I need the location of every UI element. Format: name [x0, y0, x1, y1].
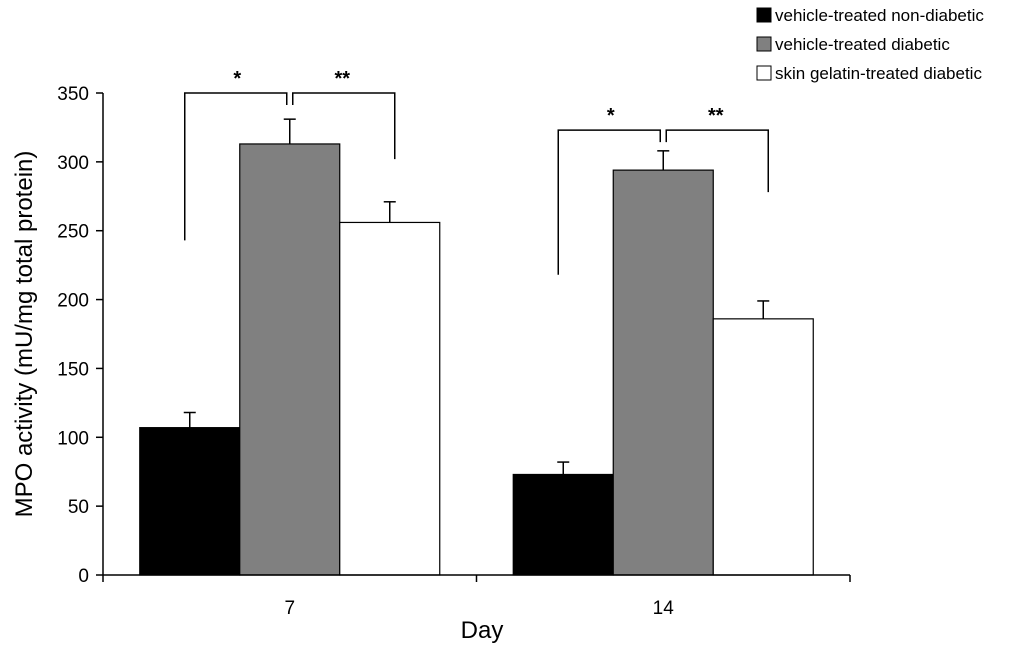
- legend-label: skin gelatin-treated diabetic: [775, 64, 982, 83]
- y-tick-label: 0: [78, 566, 89, 587]
- bar-3-day-7: [339, 221, 441, 576]
- significance-star-right: **: [708, 105, 724, 127]
- legend-swatch: [756, 65, 772, 81]
- significance-bracket-right: [292, 92, 396, 160]
- bar-1-day-14: [512, 473, 614, 576]
- significance-bracket-right: [665, 129, 769, 193]
- y-tick-label: 250: [57, 222, 89, 243]
- x-tick-label: 7: [284, 598, 295, 619]
- y-tick-label: 50: [68, 497, 89, 518]
- x-ticks: 7 14: [102, 575, 851, 619]
- significance-star-left: *: [233, 68, 241, 90]
- y-axis-title: MPO activity (mU/mg total protein): [11, 151, 38, 518]
- significance-star-right: **: [334, 68, 350, 90]
- legend-label: vehicle-treated non-diabetic: [775, 6, 984, 25]
- bar-2-day-7: [239, 143, 341, 576]
- x-axis-title: Day: [461, 617, 504, 644]
- y-tick-label: 100: [57, 428, 89, 449]
- y-ticks: 0 50 100 150 200 250 300 350: [57, 84, 103, 587]
- y-tick-label: 350: [57, 84, 89, 105]
- y-tick-label: 150: [57, 359, 89, 380]
- bars: [139, 118, 814, 576]
- y-tick-label: 200: [57, 291, 89, 312]
- legend: vehicle-treated non-diabetic vehicle-trea…: [756, 6, 984, 83]
- legend-swatch: [756, 7, 772, 23]
- bar-1-day-7: [139, 427, 241, 576]
- significance-bracket-left: [557, 129, 661, 275]
- legend-swatch: [756, 36, 772, 52]
- bar-3-day-14: [712, 318, 814, 576]
- significance-bracket-left: [184, 92, 288, 241]
- y-tick-label: 300: [57, 153, 89, 174]
- legend-label: vehicle-treated diabetic: [775, 35, 950, 54]
- x-tick-label: 14: [653, 598, 675, 619]
- significance-star-left: *: [607, 105, 615, 127]
- significance-brackets: * *** **: [184, 68, 769, 275]
- bar-2-day-14: [612, 169, 714, 576]
